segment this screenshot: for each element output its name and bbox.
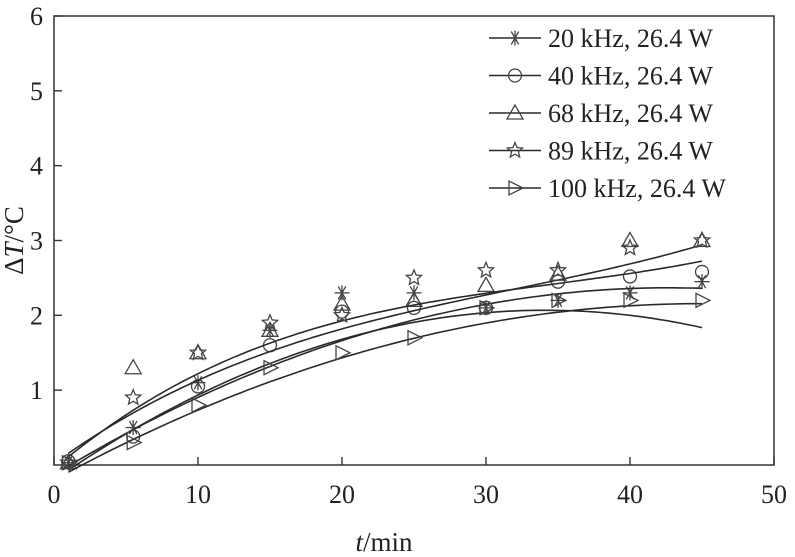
x-axis-title: t/min (355, 527, 413, 557)
marker-circle (334, 304, 350, 319)
marker-circle (694, 264, 710, 280)
marker-triangle (476, 276, 496, 293)
marker-triangle-right (407, 329, 424, 346)
marker-triangle (505, 103, 525, 120)
marker-triangle-right (126, 434, 143, 451)
marker-triangle-right (191, 397, 208, 414)
marker-triangle-right (263, 359, 280, 376)
series-trend-line (67, 244, 703, 454)
series-trend-line (67, 286, 703, 467)
marker-star (505, 140, 525, 159)
marker-triangle (124, 358, 143, 375)
series-3 (59, 231, 712, 470)
marker-star (188, 343, 208, 361)
x-tick-label: 0 (48, 480, 61, 509)
marker-star (404, 268, 424, 286)
x-tick-label: 10 (185, 480, 211, 509)
x-axis-title-variable: t (355, 527, 364, 557)
y-tick-label: 2 (30, 301, 43, 330)
y-tick-label: 5 (30, 77, 43, 106)
y-tick-label: 3 (30, 227, 43, 256)
marker-triangle (620, 231, 640, 248)
marker-asterisk (334, 285, 350, 301)
marker-triangle (692, 231, 712, 248)
marker-triangle (188, 343, 208, 360)
marker-star (692, 230, 712, 249)
x-axis-title-unit: /min (363, 527, 413, 557)
y-tick-label: 4 (30, 152, 43, 181)
legend-label: 40 kHz, 26.4 W (548, 62, 713, 91)
legend-label: 20 kHz, 26.4 W (548, 24, 713, 53)
marker-circle (507, 68, 523, 83)
marker-asterisk (550, 292, 566, 308)
x-tick-label: 20 (329, 480, 355, 509)
marker-triangle-right (61, 454, 78, 471)
marker-circle (406, 300, 422, 316)
series-5 (61, 292, 712, 473)
y-tick-label: 6 (30, 2, 43, 31)
legend-entry: 100 kHz, 26.4 W (489, 174, 726, 203)
marker-star (476, 260, 496, 279)
series-trend-line (67, 309, 703, 471)
y-axis-title-prefix: Δ (0, 257, 29, 274)
y-axis-title: ΔT/°C (0, 206, 29, 275)
marker-star (620, 238, 640, 256)
legend-entry: 40 kHz, 26.4 W (489, 62, 713, 91)
marker-triangle-right (508, 179, 525, 197)
series-1 (60, 274, 710, 471)
y-tick-label: 1 (30, 376, 43, 405)
marker-triangle-right (551, 292, 568, 309)
marker-triangle-right (695, 292, 712, 309)
marker-triangle (59, 453, 78, 470)
marker-triangle-right (623, 292, 640, 309)
series-trend-line (67, 260, 703, 458)
y-axis-title-unit: /°C (0, 206, 29, 242)
marker-star (260, 313, 280, 331)
marker-triangle-right (479, 299, 496, 316)
x-tick-label: 40 (617, 480, 643, 509)
x-tick-label: 30 (473, 480, 499, 509)
legend: 20 kHz, 26.4 W 40 kHz, 26.4 W 68 kHz, 26.4… (489, 24, 726, 203)
series-2 (61, 264, 710, 469)
legend-entry: 89 kHz, 26.4 W (489, 137, 713, 166)
legend-label: 100 kHz, 26.4 W (548, 174, 726, 203)
marker-star (332, 305, 352, 324)
y-axis-title-variable: T (0, 240, 29, 257)
plot-area: 0 10 20 30 40 50 1 2 3 4 5 6 (30, 2, 787, 509)
series-trend-line (68, 302, 702, 473)
legend-entry: 68 kHz, 26.4 W (489, 99, 713, 128)
marker-asterisk (507, 30, 523, 46)
marker-circle (622, 269, 638, 284)
marker-triangle (332, 294, 352, 311)
x-tick-label: 50 (761, 480, 787, 509)
legend-entry: 20 kHz, 26.4 W (489, 24, 713, 53)
legend-label: 89 kHz, 26.4 W (548, 137, 713, 166)
marker-triangle-right (335, 344, 352, 361)
legend-label: 68 kHz, 26.4 W (548, 99, 713, 128)
marker-star (548, 260, 568, 279)
marker-triangle (404, 291, 424, 308)
marker-star (123, 387, 143, 406)
